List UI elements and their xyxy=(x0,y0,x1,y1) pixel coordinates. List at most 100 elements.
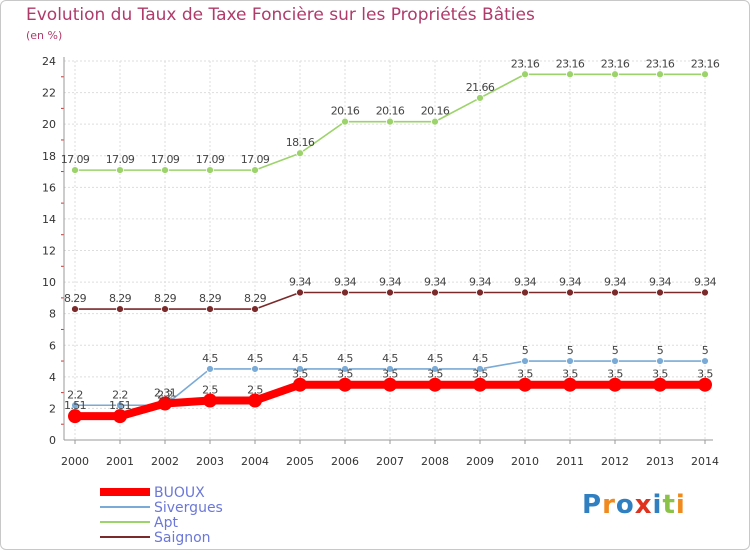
y-tick-label: 16 xyxy=(42,181,56,194)
data-point xyxy=(521,288,529,297)
x-tick-label: 2000 xyxy=(61,455,89,468)
x-tick-label: 2005 xyxy=(286,455,314,468)
data-point xyxy=(203,393,217,408)
data-point xyxy=(611,70,619,79)
data-label: 4.5 xyxy=(247,352,263,365)
data-label: 8.29 xyxy=(64,292,87,305)
data-label: 23.16 xyxy=(556,57,585,70)
logo-letter: i xyxy=(675,490,686,520)
data-point xyxy=(428,377,442,392)
data-point xyxy=(518,377,532,392)
data-point xyxy=(386,365,394,373)
data-point xyxy=(68,409,82,424)
data-label: 9.34 xyxy=(424,276,447,289)
x-tick-label: 2003 xyxy=(196,455,224,468)
data-point xyxy=(158,396,172,411)
data-point xyxy=(611,288,619,297)
data-label: 2.5 xyxy=(247,384,263,397)
data-label: 2.2 xyxy=(67,388,83,401)
data-point xyxy=(521,70,529,79)
data-label: 9.34 xyxy=(649,276,672,289)
data-label: 17.09 xyxy=(241,153,270,166)
data-label: 1.51 xyxy=(64,399,86,412)
data-label: 1.51 xyxy=(109,399,131,412)
data-label: 3.5 xyxy=(337,368,353,381)
data-point xyxy=(476,288,484,297)
x-tick-label: 2004 xyxy=(241,455,269,468)
y-tick-label: 8 xyxy=(49,308,56,321)
data-label: 8.29 xyxy=(199,292,222,305)
data-label: 9.34 xyxy=(604,276,627,289)
logo-letter: i xyxy=(652,490,663,520)
data-label: 3.5 xyxy=(517,368,533,381)
data-point xyxy=(251,166,259,175)
logo-letter: o xyxy=(615,490,635,520)
data-label: 4.5 xyxy=(427,352,443,365)
data-point xyxy=(71,401,79,410)
x-tick-label: 2008 xyxy=(421,455,449,468)
data-point xyxy=(251,305,259,313)
data-point xyxy=(71,166,79,175)
x-tick-label: 2011 xyxy=(556,455,584,468)
data-label: 2.2 xyxy=(112,388,128,401)
chart-unit-label: (en %) xyxy=(26,29,63,42)
logo-letter: t xyxy=(662,490,676,520)
data-point xyxy=(161,166,169,175)
data-label: 18.16 xyxy=(286,136,315,149)
data-point xyxy=(701,357,709,365)
data-point xyxy=(566,70,574,79)
y-tick-label: 2 xyxy=(49,402,56,415)
data-point xyxy=(611,357,619,365)
data-label: 17.09 xyxy=(196,153,225,166)
data-point xyxy=(563,377,577,392)
data-point xyxy=(386,288,394,297)
data-point xyxy=(116,305,124,313)
x-tick-label: 2013 xyxy=(646,455,674,468)
x-tick-label: 2012 xyxy=(601,455,629,468)
x-tick-label: 2002 xyxy=(151,455,179,468)
legend-label-sivergues: Sivergues xyxy=(154,500,223,516)
data-point xyxy=(383,377,397,392)
y-tick-label: 0 xyxy=(49,434,56,447)
x-tick-label: 2014 xyxy=(691,455,719,468)
data-label: 4.5 xyxy=(337,352,353,365)
x-tick-label: 2009 xyxy=(466,455,494,468)
data-label: 4.5 xyxy=(472,352,488,365)
proxiti-logo: Proxiti xyxy=(582,490,686,520)
data-label: 20.16 xyxy=(421,105,450,118)
y-tick-label: 22 xyxy=(42,87,56,100)
x-tick-label: 2007 xyxy=(376,455,404,468)
data-label: 9.34 xyxy=(334,276,357,289)
data-point xyxy=(653,377,667,392)
data-point xyxy=(656,357,664,365)
data-label: 3.5 xyxy=(607,368,623,381)
data-label: 3.5 xyxy=(382,368,398,381)
data-label: 23.16 xyxy=(601,57,630,70)
data-label: 17.09 xyxy=(61,153,90,166)
logo-letter: r xyxy=(602,490,616,520)
data-point xyxy=(296,149,304,158)
data-label: 9.34 xyxy=(289,276,312,289)
data-point xyxy=(431,117,439,126)
logo-letter: P xyxy=(582,490,603,520)
data-point xyxy=(341,365,349,373)
data-label: 9.34 xyxy=(514,276,537,289)
data-point xyxy=(161,305,169,313)
data-point xyxy=(341,117,349,126)
data-label: 17.09 xyxy=(151,153,180,166)
data-point xyxy=(566,288,574,297)
data-point xyxy=(656,288,664,297)
data-label: 3.5 xyxy=(652,368,668,381)
data-label: 5 xyxy=(657,344,664,357)
data-point xyxy=(386,117,394,126)
y-tick-label: 20 xyxy=(42,118,56,131)
data-label: 9.34 xyxy=(559,276,582,289)
data-point xyxy=(476,365,484,373)
data-point xyxy=(473,377,487,392)
y-tick-label: 12 xyxy=(42,245,56,258)
y-tick-label: 10 xyxy=(42,276,56,289)
x-tick-label: 2006 xyxy=(331,455,359,468)
data-point xyxy=(476,94,484,102)
data-point xyxy=(251,365,259,373)
